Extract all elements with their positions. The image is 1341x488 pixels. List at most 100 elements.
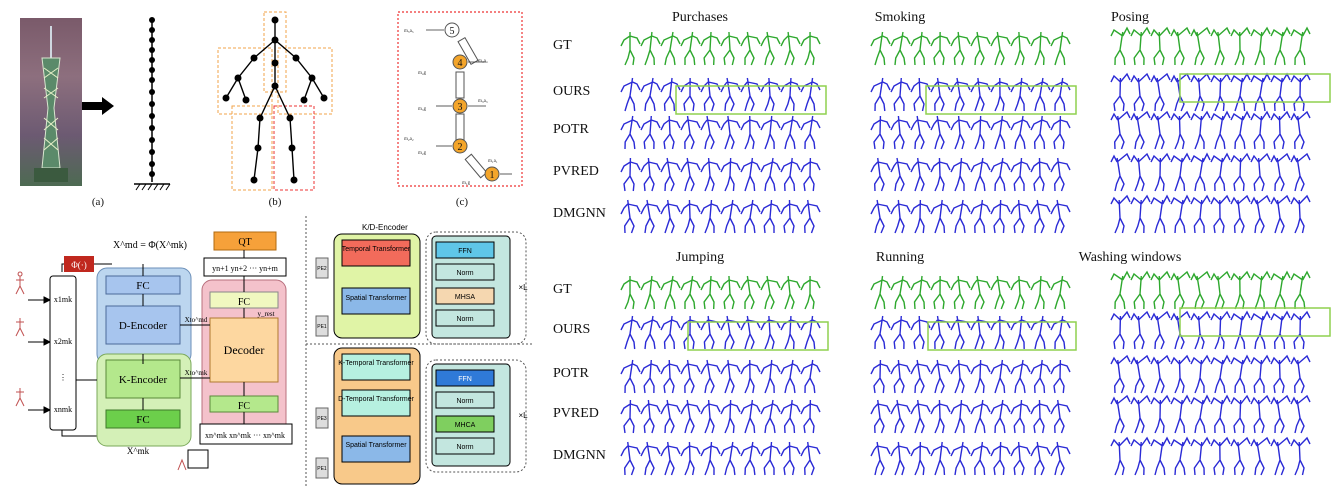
stick-figure [1030,275,1051,310]
stick-figure [890,359,911,394]
stick-figure [1150,436,1171,476]
norm-label-3: Norm [456,398,473,405]
stick-figure [640,275,661,310]
stick-figure [970,315,991,350]
stick-figure [1010,199,1031,234]
stick-figure [1230,26,1251,66]
stick-figure [870,199,891,234]
stick-figure [780,399,801,434]
y-rest: y_rest [257,310,274,318]
stick-figure [1110,394,1131,434]
k-temporal-label: K-Temporal Transformer [338,360,414,367]
stick-figure [680,115,701,150]
chain-joints [149,17,155,177]
stick-figure [1010,31,1031,66]
stick-figure [1150,270,1171,310]
stick-figure [950,275,971,310]
stick-figure [1010,315,1031,350]
stick-figure [620,399,641,434]
caption-c: (c) [455,196,469,208]
stick-figure [640,199,661,234]
stick-figure [1210,152,1231,192]
norm-label-2: Norm [456,316,473,323]
stick-figure [780,115,801,150]
stick-figure [720,31,741,66]
ours-highlight-box [925,85,1077,115]
stick-figure [1130,72,1151,112]
svg-text:m₅a₅: m₅a₅ [404,29,414,34]
ours-highlight-box [1179,73,1331,103]
stick-figure [1170,310,1191,350]
stick-figure [1030,315,1051,350]
stick-figure [760,359,781,394]
stick-figure [1050,275,1071,310]
grid-title-jumping: Jumping [675,250,725,265]
stick-figure [720,275,741,310]
pe1-bottom: PE1 [317,466,327,472]
stick-figure [800,315,821,350]
stick-figure [1010,359,1031,394]
stick-figure [620,199,641,234]
svg-text:m₂g: m₂g [418,151,427,156]
d-encoder-label: D-Encoder [119,320,168,332]
stick-figure [1010,441,1031,476]
stick-figure [930,31,951,66]
norm-label-1: Norm [456,270,473,277]
stick-figure [950,359,971,394]
stick-figure [1010,275,1031,310]
stick-figure [990,199,1011,234]
x-md-to: Xto^md [185,316,208,324]
stick-figure [660,77,681,112]
stick-figure [700,199,721,234]
motion-prediction-grid [620,26,1331,476]
stick-figure [640,441,661,476]
stick-figure [1230,152,1251,192]
stick-figure [680,399,701,434]
stick-figure [910,77,931,112]
decoder-label: Decoder [224,343,265,357]
stick-figure [910,115,931,150]
stick-figure [870,115,891,150]
stick-figure [1130,394,1151,434]
stick-figure [780,77,801,112]
stick-figure [1050,399,1071,434]
stick-figure [800,275,821,310]
stick-figure [1230,72,1251,112]
stick-figure [780,441,801,476]
stick-figure [780,31,801,66]
svg-text:m₂a₂: m₂a₂ [404,137,414,142]
stick-figure [1150,110,1171,150]
stick-figure [1030,77,1051,112]
stick-figure [1290,354,1311,394]
stick-figure [890,275,911,310]
stick-figure [1210,194,1231,234]
stick-figure [930,115,951,150]
norm-label-4: Norm [456,444,473,451]
ours-highlight-box [927,321,1077,351]
stick-figure [740,31,761,66]
stick-figure [640,77,661,112]
stick-figure [890,77,911,112]
stick-figure [800,115,821,150]
stick-figure [970,157,991,192]
times-l-bottom: ×L [518,411,528,420]
stick-figure [1210,72,1231,112]
svg-text:m₄a₄: m₄a₄ [478,59,488,64]
stick-figure [1210,310,1231,350]
stick-figure [1230,270,1251,310]
stick-figure [680,359,701,394]
stick-figure [700,77,721,112]
stick-figure [1130,194,1151,234]
stick-figure [1270,394,1291,434]
stick-figure [1270,436,1291,476]
stick-figure [1250,72,1271,112]
stick-figure [800,441,821,476]
stick-figure [1130,152,1151,192]
stick-figure [1130,310,1151,350]
chain-skeleton [134,17,171,191]
mhsa-label: MHSA [455,294,476,301]
stick-figure [660,157,681,192]
stick-figure [910,399,931,434]
stick-figure [660,115,681,150]
stick-figure [760,77,781,112]
